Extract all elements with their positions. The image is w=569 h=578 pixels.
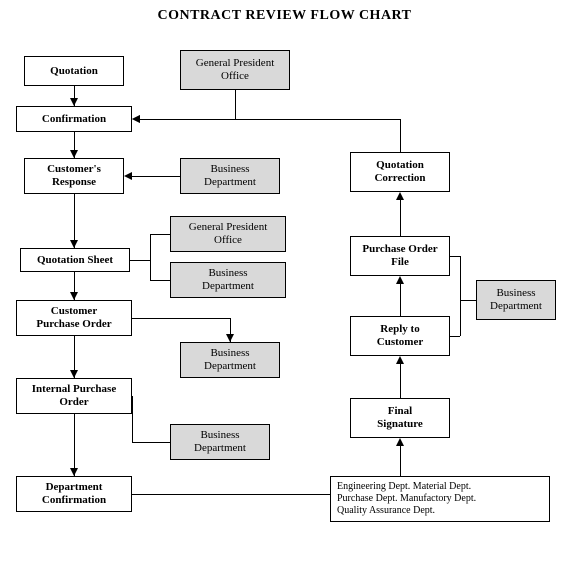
connector-line [132, 318, 230, 319]
dept-line: Engineering Dept. Material Dept. [337, 481, 543, 493]
connector-line [235, 90, 236, 119]
connector-line [460, 256, 461, 336]
node-biz5: BusinessDepartment [476, 280, 556, 320]
connector-line [450, 336, 460, 337]
dept-line: Quality Assurance Dept. [337, 505, 543, 517]
page-title: CONTRACT REVIEW FLOW CHART [0, 8, 569, 24]
node-final_sig: FinalSignature [350, 398, 450, 438]
node-cust_po: CustomerPurchase Order [16, 300, 132, 336]
node-biz1: BusinessDepartment [180, 158, 280, 194]
arrowhead-down [70, 240, 78, 248]
arrowhead-down [70, 292, 78, 300]
arrowhead-down [70, 98, 78, 106]
arrowhead-down [70, 468, 78, 476]
node-biz3: BusinessDepartment [180, 342, 280, 378]
connector-line [132, 396, 133, 442]
arrowhead-up [396, 438, 404, 446]
connector-line [130, 260, 150, 261]
arrowhead-down [70, 370, 78, 378]
connector-line [132, 176, 180, 177]
arrowhead-down [70, 150, 78, 158]
connector-line [150, 234, 151, 280]
connector-line [400, 200, 401, 236]
connector-line [140, 119, 400, 120]
node-biz2: BusinessDepartment [170, 262, 286, 298]
arrowhead-down [226, 334, 234, 342]
connector-line [450, 256, 460, 257]
connector-line [74, 414, 75, 476]
node-reply_cust: Reply toCustomer [350, 316, 450, 356]
node-quote_corr: QuotationCorrection [350, 152, 450, 192]
arrowhead-left [124, 172, 132, 180]
connector-line [150, 280, 170, 281]
arrowhead-up [396, 356, 404, 364]
arrowhead-up [396, 276, 404, 284]
connector-line [400, 446, 401, 476]
node-cust_response: Customer'sResponse [24, 158, 124, 194]
node-confirmation: Confirmation [16, 106, 132, 132]
node-po_file: Purchase OrderFile [350, 236, 450, 276]
node-quotation: Quotation [24, 56, 124, 86]
connector-line [132, 494, 330, 495]
connector-line [132, 442, 170, 443]
node-dept_confirm: DepartmentConfirmation [16, 476, 132, 512]
dept-line: Purchase Dept. Manufactory Dept. [337, 493, 543, 505]
connector-line [460, 300, 476, 301]
connector-line [400, 364, 401, 398]
connector-line [400, 119, 401, 152]
connector-line [400, 284, 401, 316]
connector-line [150, 234, 170, 235]
node-quotation_sheet: Quotation Sheet [20, 248, 130, 272]
arrowhead-left [132, 115, 140, 123]
node-dept-list: Engineering Dept. Material Dept.Purchase… [330, 476, 550, 522]
node-biz4: BusinessDepartment [170, 424, 270, 460]
arrowhead-up [396, 192, 404, 200]
node-internal_po: Internal PurchaseOrder [16, 378, 132, 414]
node-gpo1: General PresidentOffice [180, 50, 290, 90]
node-gpo2: General PresidentOffice [170, 216, 286, 252]
